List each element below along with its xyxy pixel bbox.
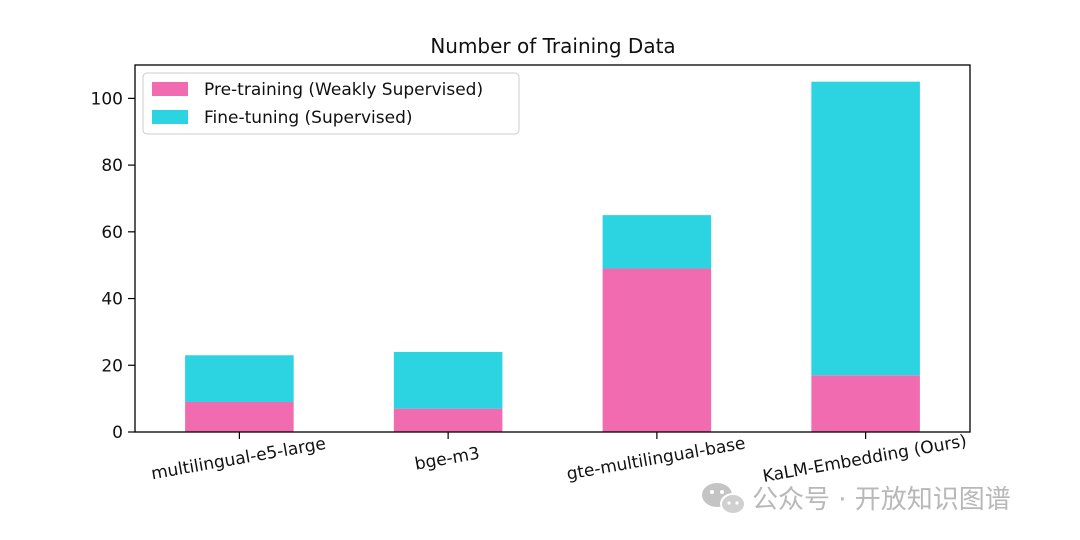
bar-multilingual-e5-large-finetuning [185, 355, 294, 402]
bar-gte-multilingual-base-pretraining [602, 268, 712, 432]
x-axis: multilingual-e5-large bge-m3 gte-multiling… [150, 431, 969, 487]
y-tick-label-0: 0 [112, 423, 123, 443]
legend-swatch-finetuning [152, 110, 188, 124]
watermark-text: 公众号 · 开放知识图谱 [752, 485, 1011, 515]
y-tick-label-40: 40 [101, 290, 123, 310]
bar-gte-multilingual-base-finetuning [602, 215, 712, 269]
y-tick-label-100: 100 [91, 89, 123, 109]
bar-bge-m3-pretraining [393, 408, 503, 432]
x-tick-label-multilingual-e5-large: multilingual-e5-large [150, 434, 328, 484]
bar-bge-m3-finetuning [393, 351, 503, 409]
bars-group [185, 81, 920, 432]
x-tick-label-bge-m3: bge-m3 [413, 444, 481, 475]
legend-box [142, 72, 520, 135]
legend: Pre-training (Weakly Supervised) Fine-tu… [142, 72, 520, 135]
y-tick-label-20: 20 [101, 356, 123, 376]
bar-kalm-embedding-ours-finetuning [811, 81, 920, 376]
legend-label-pretraining: Pre-training (Weakly Supervised) [204, 80, 483, 100]
y-axis: 0 20 40 60 80 100 [91, 89, 135, 443]
chart-title: Number of Training Data [430, 34, 675, 58]
watermark: 公众号 · 开放知识图谱 [702, 483, 1011, 515]
x-tick-label-kalm-embedding-ours: KaLM-Embedding (Ours) [761, 431, 968, 487]
y-tick-label-60: 60 [101, 223, 123, 243]
wechat-icon [702, 483, 746, 515]
legend-swatch-pretraining [152, 82, 188, 96]
y-tick-label-80: 80 [101, 156, 123, 176]
plot-frame [134, 64, 971, 433]
legend-label-finetuning: Fine-tuning (Supervised) [204, 108, 413, 128]
bar-multilingual-e5-large-pretraining [185, 401, 294, 432]
x-tick-label-gte-multilingual-base: gte-multilingual-base [565, 434, 747, 485]
bar-kalm-embedding-ours-pretraining [811, 375, 920, 432]
